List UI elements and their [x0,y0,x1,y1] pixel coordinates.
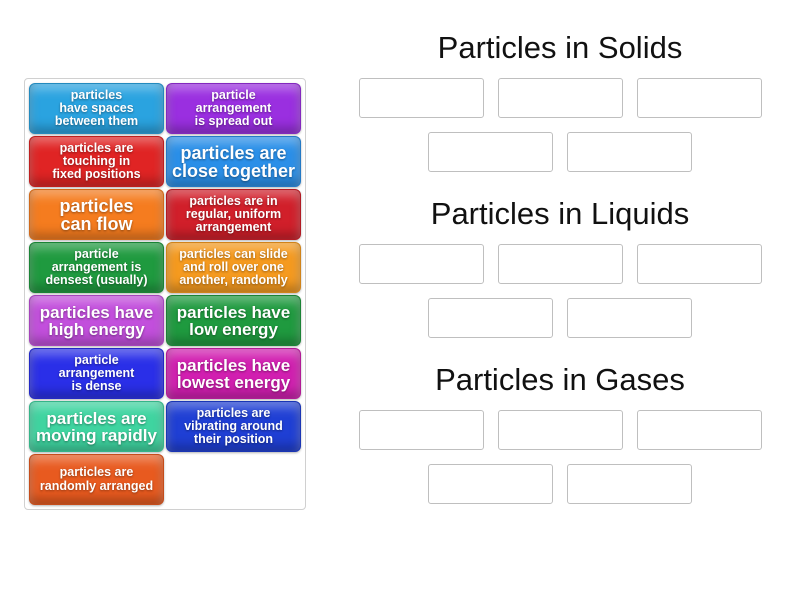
card-vibrate[interactable]: particles arevibrating aroundtheir posit… [166,401,301,452]
layout: particleshave spacesbetween themparticle… [0,0,800,600]
target-area: Particles in Solids Particles in Liquids P… [340,30,780,518]
card-dense[interactable]: particlearrangementis dense [29,348,164,399]
drop-slot[interactable] [498,78,623,118]
slot-row [359,78,762,118]
drop-slot[interactable] [428,464,553,504]
card-highenergy[interactable]: particles havehigh energy [29,295,164,346]
target-group-2: Particles in Gases [340,352,780,504]
slot-row [359,244,762,284]
drop-slot[interactable] [498,410,623,450]
slot-row [428,132,692,172]
card-lowenergy[interactable]: particles havelow energy [166,295,301,346]
group-title: Particles in Gases [340,362,780,398]
slot-rows [340,410,780,504]
slot-row [428,464,692,504]
source-panel: particleshave spacesbetween themparticle… [24,78,306,510]
drop-slot[interactable] [637,410,762,450]
drop-slot[interactable] [567,132,692,172]
card-close[interactable]: particles areclose together [166,136,301,187]
drop-slot[interactable] [359,410,484,450]
drop-slot[interactable] [498,244,623,284]
card-densest[interactable]: particlearrangement isdensest (usually) [29,242,164,293]
card-flow[interactable]: particlescan flow [29,189,164,240]
card-random[interactable]: particles arerandomly arranged [29,454,164,505]
slot-rows [340,78,780,172]
group-title: Particles in Solids [340,30,780,66]
card-regular[interactable]: particles are inregular, uniformarrangem… [166,189,301,240]
slot-rows [340,244,780,338]
drop-slot[interactable] [637,244,762,284]
card-lowest[interactable]: particles havelowest energy [166,348,301,399]
drop-slot[interactable] [359,244,484,284]
card-touching[interactable]: particles aretouching infixed positions [29,136,164,187]
card-rapid[interactable]: particles aremoving rapidly [29,401,164,452]
target-group-0: Particles in Solids [340,30,780,172]
card-slide[interactable]: particles can slideand roll over oneanot… [166,242,301,293]
target-group-1: Particles in Liquids [340,186,780,338]
card-spaces[interactable]: particleshave spacesbetween them [29,83,164,134]
drop-slot[interactable] [359,78,484,118]
drop-slot[interactable] [637,78,762,118]
slot-row [359,410,762,450]
drop-slot[interactable] [428,132,553,172]
drop-slot[interactable] [567,464,692,504]
card-spread[interactable]: particlearrangementis spread out [166,83,301,134]
drop-slot[interactable] [567,298,692,338]
group-title: Particles in Liquids [340,196,780,232]
drop-slot[interactable] [428,298,553,338]
slot-row [428,298,692,338]
